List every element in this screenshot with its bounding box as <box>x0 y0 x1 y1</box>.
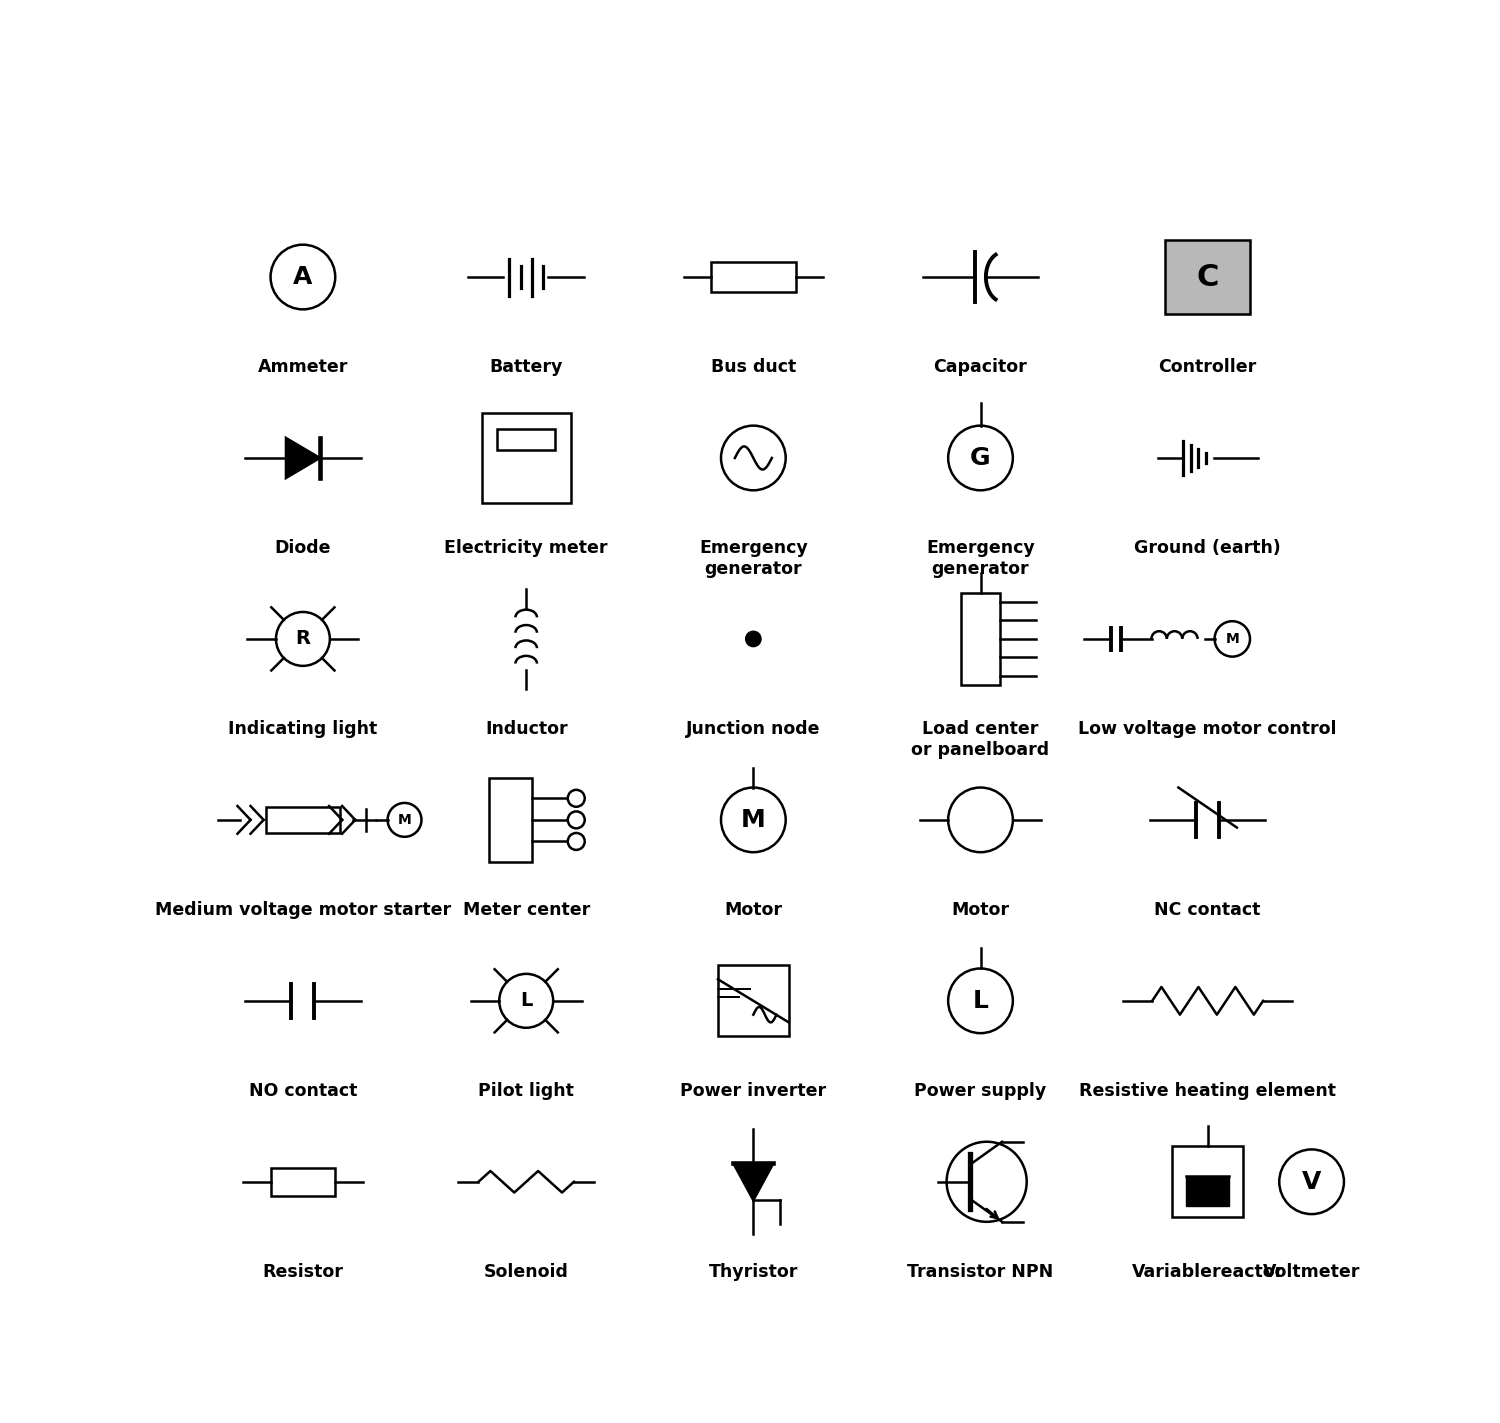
Text: R: R <box>296 629 310 649</box>
Text: Variablereactor: Variablereactor <box>1131 1262 1284 1281</box>
Bar <box>1172 1147 1244 1217</box>
Text: Load center
or panelboard: Load center or panelboard <box>912 720 1050 758</box>
Text: Junction node: Junction node <box>686 720 820 737</box>
Circle shape <box>746 632 760 646</box>
Bar <box>266 807 340 832</box>
Text: Ground (earth): Ground (earth) <box>1134 539 1281 556</box>
Text: M: M <box>1226 632 1239 646</box>
Text: L: L <box>972 989 988 1013</box>
Text: Battery: Battery <box>489 357 562 376</box>
Bar <box>482 413 572 502</box>
Text: M: M <box>741 808 765 832</box>
Polygon shape <box>734 1163 774 1200</box>
Bar <box>270 1168 334 1195</box>
Text: V: V <box>1302 1170 1322 1194</box>
Text: Low voltage motor control: Low voltage motor control <box>1078 720 1336 737</box>
Text: Capacitor: Capacitor <box>933 357 1028 376</box>
Bar <box>489 777 531 862</box>
Text: Electricity meter: Electricity meter <box>444 539 608 556</box>
Text: Bus duct: Bus duct <box>711 357 797 376</box>
Bar <box>1166 240 1250 314</box>
Text: NC contact: NC contact <box>1155 901 1262 919</box>
Text: NO contact: NO contact <box>249 1081 357 1100</box>
Text: Pilot light: Pilot light <box>478 1081 574 1100</box>
Bar <box>718 965 789 1036</box>
Bar <box>711 262 795 292</box>
Text: Meter center: Meter center <box>462 901 590 919</box>
Text: Controller: Controller <box>1158 357 1257 376</box>
Text: Inductor: Inductor <box>484 720 567 737</box>
Text: Power supply: Power supply <box>915 1081 1047 1100</box>
Text: Resistor: Resistor <box>262 1262 344 1281</box>
Bar <box>1186 1177 1228 1207</box>
Polygon shape <box>286 438 320 478</box>
Text: Indicating light: Indicating light <box>228 720 378 737</box>
Text: Thyristor: Thyristor <box>708 1262 798 1281</box>
Bar <box>496 428 555 450</box>
Text: Motor: Motor <box>951 901 1010 919</box>
Text: A: A <box>292 265 312 289</box>
Text: C: C <box>1197 262 1219 292</box>
Text: Resistive heating element: Resistive heating element <box>1078 1081 1336 1100</box>
Text: Voltmeter: Voltmeter <box>1263 1262 1360 1281</box>
Text: G: G <box>970 445 992 470</box>
Text: Ammeter: Ammeter <box>258 357 348 376</box>
Text: M: M <box>398 813 411 827</box>
Text: Solenoid: Solenoid <box>484 1262 568 1281</box>
Bar <box>962 593 999 684</box>
Text: Transistor NPN: Transistor NPN <box>908 1262 1053 1281</box>
Text: Motor: Motor <box>724 901 783 919</box>
Text: Medium voltage motor starter: Medium voltage motor starter <box>154 901 452 919</box>
Text: L: L <box>520 992 532 1010</box>
Text: Emergency
generator: Emergency generator <box>699 539 807 578</box>
Text: Diode: Diode <box>274 539 332 556</box>
Text: Power inverter: Power inverter <box>681 1081 826 1100</box>
Text: Emergency
generator: Emergency generator <box>926 539 1035 578</box>
